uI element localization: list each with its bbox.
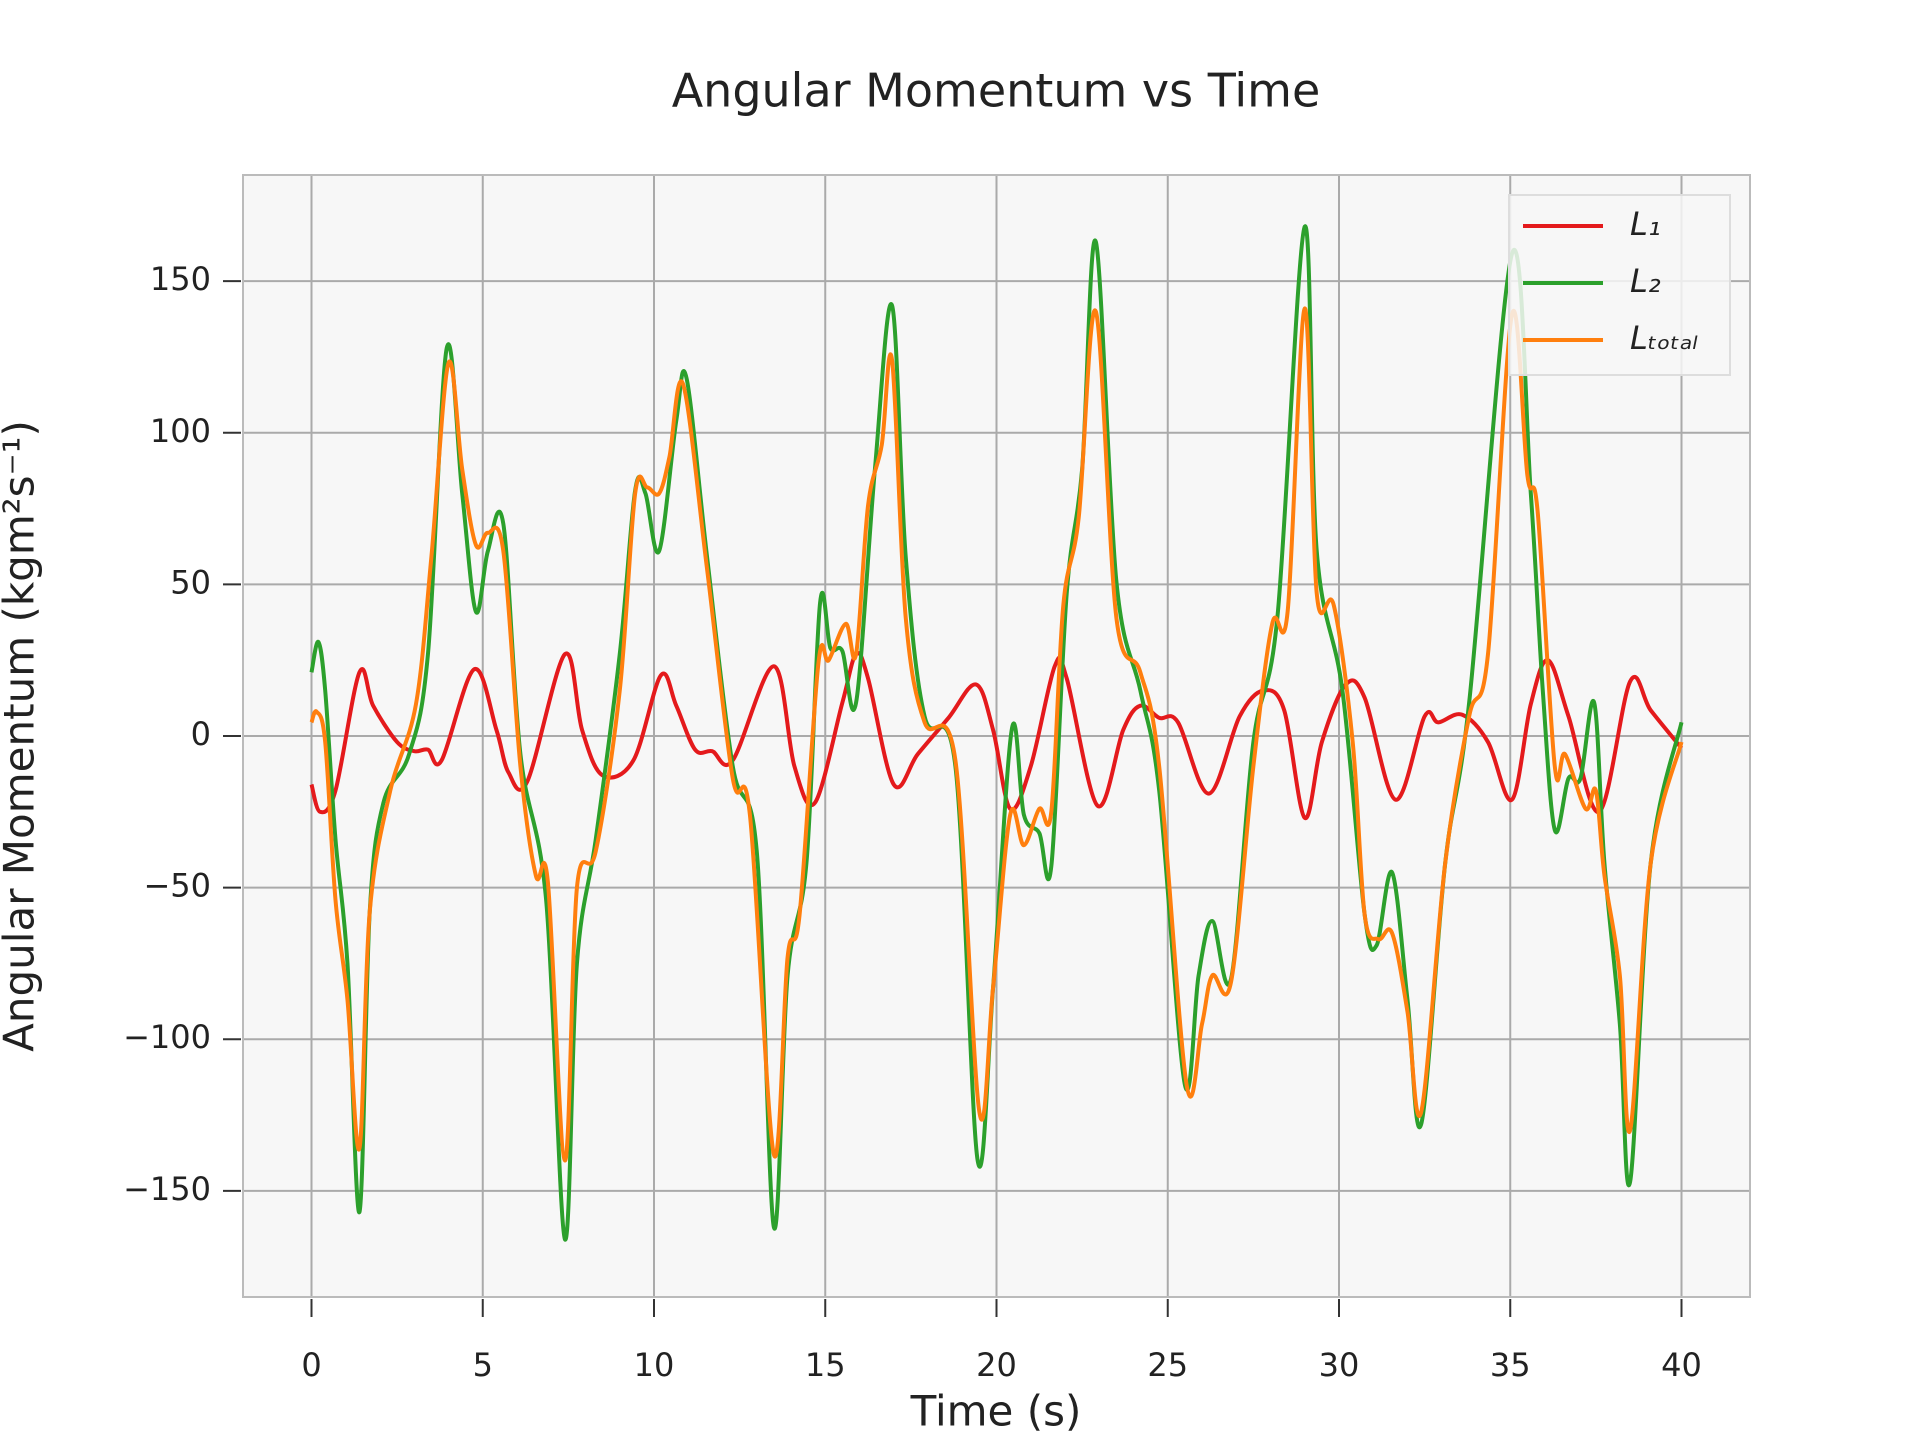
y-tick-label: −150 [123, 1170, 211, 1208]
series-line [309, 651, 1684, 820]
x-tick-label: 15 [805, 1346, 846, 1384]
series-line [309, 306, 1684, 1163]
x-tick-label: 30 [1319, 1346, 1360, 1384]
y-tick-label: −50 [143, 867, 211, 905]
lines [309, 224, 1684, 1242]
x-axis-label: Time (s) [910, 1387, 1082, 1436]
legend: L₁ L₂ Lₜₒₜₐₗ [1508, 194, 1731, 376]
legend-label: Lₜₒₜₐₗ [1630, 319, 1698, 357]
y-tick-label: 0 [191, 715, 211, 753]
chart-title: Angular Momentum vs Time [672, 64, 1321, 118]
x-tick-label: 40 [1661, 1346, 1702, 1384]
legend-label: L₂ [1630, 262, 1661, 300]
x-tick-label: 0 [301, 1346, 321, 1384]
axes-frame [242, 174, 1751, 1298]
y-tick-label: 100 [150, 412, 211, 450]
x-tick-label: 20 [976, 1346, 1017, 1384]
y-axis-label: Angular Momentum (kgm²s⁻¹) [0, 420, 44, 1052]
x-tick-label: 25 [1147, 1346, 1188, 1384]
x-tick-label: 10 [634, 1346, 675, 1384]
legend-label: L₁ [1630, 205, 1661, 243]
y-tick-label: −100 [123, 1018, 211, 1056]
y-tick-label: 150 [150, 260, 211, 298]
x-tick-label: 35 [1490, 1346, 1531, 1384]
x-tick-label: 5 [473, 1346, 493, 1384]
y-tick-label: 50 [170, 563, 211, 601]
